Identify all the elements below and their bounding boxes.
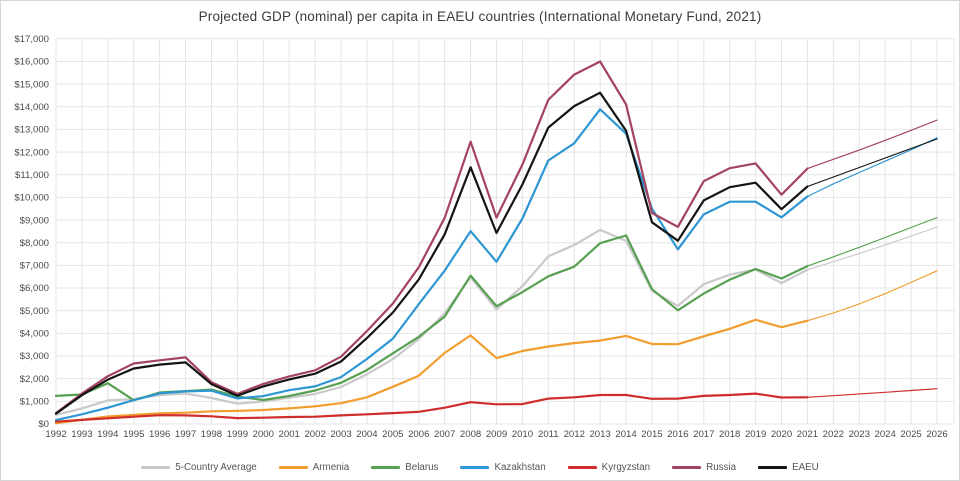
chart-legend: 5-Country Average Armenia Belarus Kazakhsta…: [1, 462, 959, 473]
y-tick-label: $6,000: [20, 283, 49, 294]
series-line-5-country-average-projection: [806, 226, 938, 271]
x-tick-label: 2001: [279, 429, 300, 440]
x-tick-label: 1998: [201, 429, 222, 440]
y-tick-label: $16,000: [14, 57, 49, 68]
x-tick-label: 1999: [227, 429, 248, 440]
series-line-russia: [54, 60, 809, 415]
legend-item-belarus: Belarus: [371, 462, 438, 473]
legend-item-russia: Russia: [672, 462, 736, 473]
y-tick-label: $10,000: [14, 193, 49, 204]
legend-label-kyrgyzstan: Kyrgyzstan: [601, 462, 651, 473]
x-tick-label: 2010: [512, 429, 533, 440]
x-tick-label: 1996: [149, 429, 170, 440]
legend-swatch-5-country-average: [141, 466, 171, 469]
x-tick-label: 2007: [434, 429, 455, 440]
series-line-kyrgyzstan: [54, 392, 809, 423]
y-tick-label: $14,000: [14, 102, 49, 113]
x-tick-label: 1995: [123, 429, 144, 440]
series-line-belarus-projection: [806, 217, 938, 267]
x-tick-label: 2014: [615, 429, 637, 440]
series-line-armenia-projection: [806, 270, 938, 322]
legend-label-eaeu: EAEU: [792, 462, 819, 473]
legend-swatch-belarus: [371, 466, 401, 469]
series-line-kyrgyzstan-projection: [806, 388, 938, 398]
legend-item-armenia: Armenia: [278, 462, 350, 473]
x-tick-label: 2021: [797, 429, 818, 440]
series-line-russia-projection: [806, 119, 938, 170]
y-tick-label: $3,000: [20, 351, 49, 362]
legend-item-kazakhstan: Kazakhstan: [460, 462, 546, 473]
series-line-eaeu-projection: [806, 138, 938, 188]
x-tick-label: 2006: [408, 429, 429, 440]
series-line-belarus: [54, 234, 809, 402]
legend-swatch-eaeu: [758, 466, 788, 469]
y-tick-label: $8,000: [20, 238, 49, 249]
x-tick-label: 2026: [926, 429, 947, 440]
series-line-armenia: [54, 318, 809, 425]
x-tick-label: 2013: [589, 429, 610, 440]
x-tick-label: 2017: [693, 429, 714, 440]
legend-swatch-armenia: [278, 466, 308, 469]
series-line-kazakhstan: [54, 108, 809, 422]
legend-item-kyrgyzstan: Kyrgyzstan: [567, 462, 651, 473]
series-line-kazakhstan-projection: [806, 137, 938, 198]
legend-label-armenia: Armenia: [312, 462, 350, 473]
x-tick-label: 2004: [356, 429, 378, 440]
x-tick-label: 2008: [460, 429, 481, 440]
x-tick-label: 1993: [71, 429, 92, 440]
x-axis-tick-labels: 1992 1993 1994 1995 1996 1997 1998 1999 2000 2001…: [45, 429, 947, 440]
legend-label-belarus: Belarus: [405, 462, 439, 473]
legend-swatch-kazakhstan: [460, 466, 490, 469]
y-axis-tick-labels: $0 $1,000 $2,000 $3,000 $4,000 $5,000 $6,000 $7…: [14, 34, 49, 430]
chart-title: Projected GDP (nominal) per capita in EA…: [198, 9, 762, 24]
x-tick-label: 2024: [875, 429, 897, 440]
legend-item-eaeu: EAEU: [758, 462, 819, 473]
legend-label-russia: Russia: [706, 462, 737, 473]
y-tick-label: $11,000: [15, 170, 49, 181]
x-tick-label: 2022: [823, 429, 844, 440]
x-tick-label: 2020: [771, 429, 792, 440]
x-tick-label: 1994: [97, 429, 119, 440]
legend-label-5-country-average: 5-Country Average: [175, 462, 257, 473]
x-tick-label: 2000: [253, 429, 274, 440]
y-tick-label: $0: [38, 419, 49, 430]
x-tick-label: 2019: [745, 429, 766, 440]
y-tick-label: $13,000: [14, 125, 49, 136]
y-tick-label: $9,000: [20, 215, 49, 226]
x-tick-label: 2002: [304, 429, 325, 440]
legend-item-5-country-average: 5-Country Average: [141, 462, 257, 473]
x-tick-label: 2009: [486, 429, 507, 440]
x-tick-label: 2015: [641, 429, 662, 440]
y-tick-label: $5,000: [20, 306, 49, 317]
y-tick-label: $1,000: [20, 397, 49, 408]
x-tick-label: 2003: [330, 429, 351, 440]
y-tick-label: $4,000: [20, 329, 49, 340]
x-tick-label: 2023: [849, 429, 870, 440]
x-tick-label: 2012: [564, 429, 585, 440]
legend-swatch-russia: [672, 466, 702, 469]
series-lines: [54, 60, 938, 425]
y-tick-label: $2,000: [20, 374, 49, 385]
y-tick-label: $17,000: [14, 34, 49, 45]
legend-swatch-kyrgyzstan: [567, 466, 597, 469]
y-tick-label: $7,000: [20, 261, 49, 272]
x-tick-label: 1992: [45, 429, 66, 440]
y-tick-label: $12,000: [14, 147, 49, 158]
legend-label-kazakhstan: Kazakhstan: [494, 462, 546, 473]
x-tick-label: 2018: [719, 429, 740, 440]
x-tick-label: 1997: [175, 429, 196, 440]
x-tick-label: 2025: [900, 429, 921, 440]
x-tick-label: 2005: [382, 429, 403, 440]
x-tick-label: 2011: [538, 429, 559, 440]
y-tick-label: $15,000: [14, 79, 49, 90]
series-line-eaeu: [54, 91, 809, 415]
x-tick-label: 2016: [667, 429, 688, 440]
